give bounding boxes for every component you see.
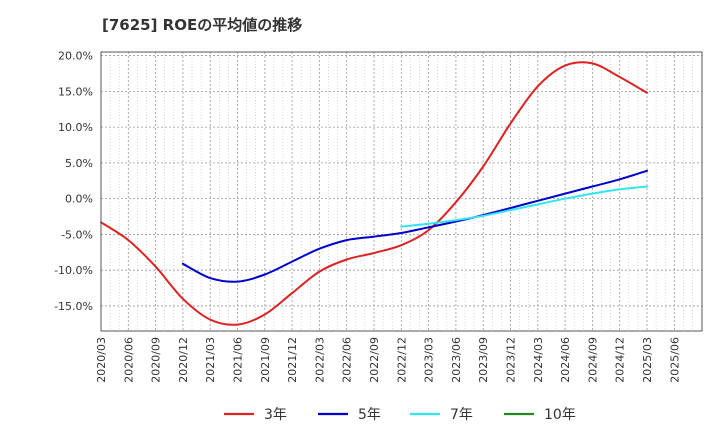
legend: 3年 5年 7年 10年: [224, 407, 576, 423]
chart-title: [7625] ROEの平均値の推移: [102, 16, 303, 34]
x-tick-label: 2024/06: [559, 337, 572, 383]
y-tick-label: 5.0%: [65, 157, 93, 170]
x-axis-ticks: 2020/03 2020/06 2020/09 2020/12 2021/03 2021/…: [95, 337, 681, 383]
y-tick-label: 0.0%: [65, 193, 93, 206]
x-tick-label: 2020/12: [177, 337, 190, 383]
legend-label-2: 5年: [358, 407, 381, 423]
series-line-3: [400, 185, 648, 228]
plot-frame: [100, 51, 703, 332]
x-tick-label: 2021/09: [259, 337, 272, 383]
legend-label-3: 7年: [450, 407, 473, 423]
y-tick-label: 15.0%: [58, 85, 93, 98]
y-tick-label: 20.0%: [58, 50, 93, 63]
x-tick-label: 2021/03: [204, 337, 217, 383]
x-tick-label: 2020/03: [95, 337, 108, 383]
x-tick-label: 2022/09: [368, 337, 381, 383]
x-tick-label: 2023/03: [423, 337, 436, 383]
x-tick-label: 2020/09: [150, 337, 163, 383]
y-tick-label: -10.0%: [54, 264, 93, 277]
y-tick-label: -15.0%: [54, 300, 93, 313]
x-tick-label: 2021/06: [232, 337, 245, 383]
series-line-1: [100, 61, 648, 326]
legend-label-4: 10年: [544, 407, 576, 423]
x-tick-label: 2022/06: [341, 337, 354, 383]
x-tick-label: 2025/06: [668, 337, 681, 383]
series-line-2: [181, 169, 648, 283]
legend-label-1: 3年: [264, 407, 287, 423]
y-tick-label: -5.0%: [61, 228, 93, 241]
x-tick-label: 2025/03: [641, 337, 654, 383]
grid-layer: [101, 52, 702, 331]
x-tick-label: 2023/12: [505, 337, 518, 383]
x-tick-label: 2023/09: [477, 337, 490, 383]
y-tick-label: 10.0%: [58, 121, 93, 134]
x-tick-label: 2022/03: [313, 337, 326, 383]
y-axis-ticks: 20.0% 15.0% 10.0% 5.0% 0.0% -5.0% -10.0% -15.0%: [54, 50, 93, 313]
x-tick-label: 2021/12: [286, 337, 299, 383]
x-tick-label: 2024/12: [614, 337, 627, 383]
series-layer: [100, 61, 648, 326]
x-tick-label: 2020/06: [122, 337, 135, 383]
x-tick-label: 2023/06: [450, 337, 463, 383]
x-tick-label: 2024/03: [532, 337, 545, 383]
x-tick-label: 2022/12: [395, 337, 408, 383]
x-tick-label: 2024/09: [586, 337, 599, 383]
